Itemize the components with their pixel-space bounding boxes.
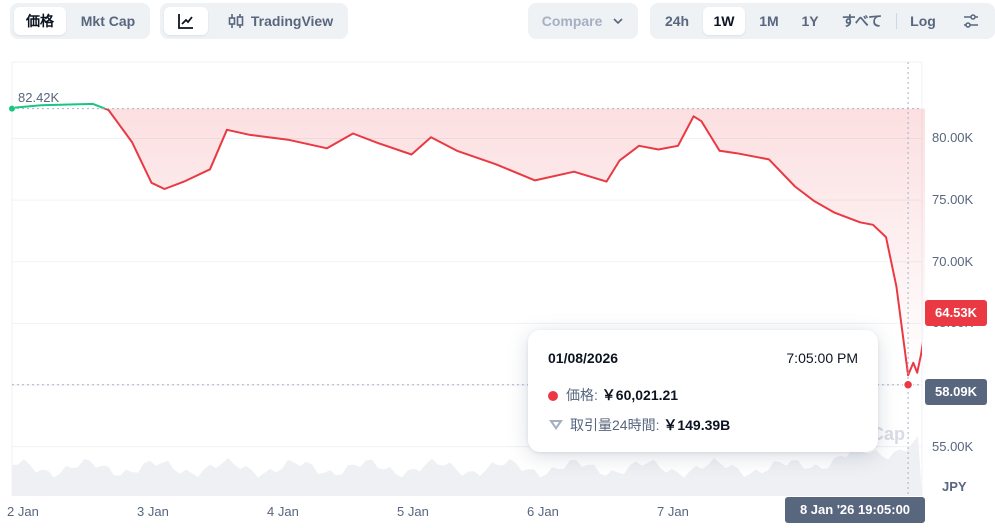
currency-unit: JPY bbox=[942, 479, 967, 494]
sliders-icon bbox=[964, 14, 978, 28]
tooltip-price-row: 価格: ￥60,021.21 bbox=[548, 385, 678, 405]
y-tick-label: 70.00K bbox=[932, 253, 974, 269]
y-tick-label: 80.00K bbox=[932, 130, 974, 146]
x-tick-label: 5 Jan bbox=[397, 504, 429, 519]
hover-time-badge: 8 Jan '26 19:05:00 bbox=[785, 497, 925, 523]
range-1m[interactable]: 1M bbox=[759, 13, 779, 29]
chevron-down-icon bbox=[613, 18, 623, 25]
hover-point bbox=[902, 379, 914, 391]
chart-settings-button[interactable] bbox=[956, 7, 986, 35]
price-dot-icon bbox=[548, 391, 558, 401]
price-line-down bbox=[102, 108, 922, 377]
range-selector: 24h 1W 1M 1Y すべて Log bbox=[650, 3, 995, 39]
x-tick-label: 4 Jan bbox=[267, 504, 299, 519]
tooltip-date: 01/08/2026 bbox=[548, 350, 619, 366]
range-1y[interactable]: 1Y bbox=[801, 13, 819, 29]
range-separator bbox=[896, 13, 897, 29]
tab-market-cap[interactable]: Mkt Cap bbox=[80, 13, 136, 29]
x-tick-label: 3 Jan bbox=[137, 504, 169, 519]
line-chart-button[interactable] bbox=[164, 7, 208, 35]
compare-dropdown[interactable]: Compare bbox=[528, 3, 638, 39]
chart-toolbar: 価格 Mkt Cap TradingView Compare 24h bbox=[0, 0, 995, 48]
view-toggle: 価格 Mkt Cap bbox=[10, 3, 150, 39]
x-tick-label: 6 Jan bbox=[527, 504, 559, 519]
x-tick-label: 2 Jan bbox=[7, 504, 39, 519]
chart-tooltip: 01/08/2026 7:05:00 PM 価格: ￥60,021.21 取引量… bbox=[528, 330, 878, 452]
tradingview-button[interactable]: TradingView bbox=[216, 7, 344, 35]
tooltip-price-value: ￥60,021.21 bbox=[601, 387, 679, 403]
x-tick-label: 7 Jan bbox=[657, 504, 689, 519]
hover-price-badge: 58.09K bbox=[925, 379, 987, 405]
candlestick-icon bbox=[228, 14, 244, 28]
start-price-label: 82.42K bbox=[18, 90, 60, 105]
current-price-badge: 64.53K bbox=[925, 300, 987, 326]
chart-style-toggle: TradingView bbox=[160, 3, 348, 39]
range-24h[interactable]: 24h bbox=[664, 13, 690, 29]
range-1w[interactable]: 1W bbox=[703, 7, 745, 35]
log-scale-button[interactable]: Log bbox=[910, 13, 936, 29]
tooltip-volume-value: ￥149.39B bbox=[663, 417, 731, 433]
tab-price[interactable]: 価格 bbox=[14, 7, 66, 35]
line-chart-icon bbox=[178, 14, 193, 29]
start-price-marker bbox=[9, 105, 15, 112]
price-area-fill bbox=[15, 108, 925, 376]
y-tick-label: 75.00K bbox=[932, 192, 974, 208]
y-tick-label: 55.00K bbox=[932, 438, 974, 454]
tradingview-label: TradingView bbox=[250, 13, 334, 29]
compare-label: Compare bbox=[536, 7, 630, 35]
tooltip-volume-row: 取引量24時間: ￥149.39B bbox=[548, 415, 730, 435]
volume-icon bbox=[549, 420, 563, 430]
tooltip-time: 7:05:00 PM bbox=[786, 350, 858, 366]
watermark: Cap bbox=[871, 424, 906, 444]
range-all[interactable]: すべて bbox=[841, 13, 883, 29]
volume-area bbox=[12, 436, 922, 496]
